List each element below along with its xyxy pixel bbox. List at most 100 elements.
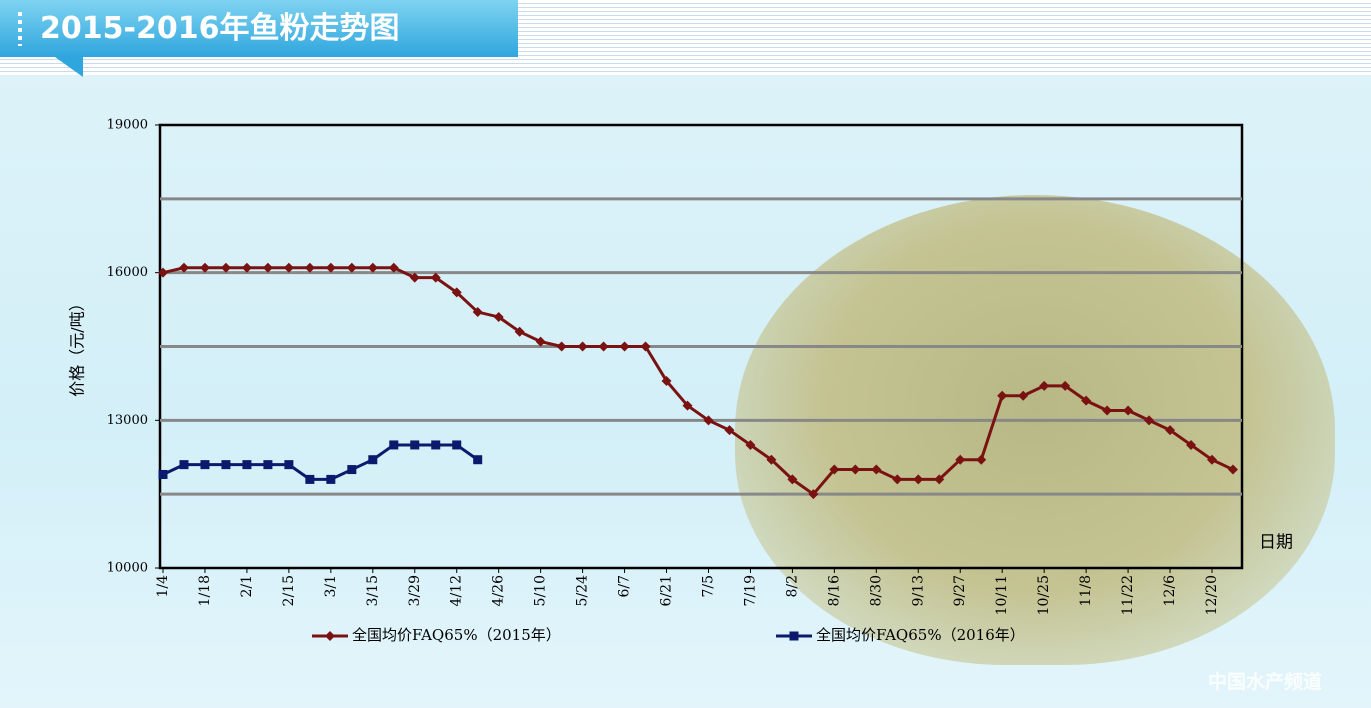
point	[220, 262, 231, 273]
point	[262, 262, 273, 273]
point	[703, 415, 714, 426]
point	[346, 262, 357, 273]
point	[724, 425, 735, 436]
point	[745, 439, 756, 450]
x-tick-label: 8/16	[826, 575, 842, 607]
point	[850, 464, 861, 475]
point	[241, 262, 252, 273]
point	[829, 464, 840, 475]
point	[179, 460, 189, 470]
point	[1060, 380, 1071, 391]
legend-marker	[789, 631, 799, 641]
point	[997, 390, 1008, 401]
point	[682, 400, 693, 411]
x-tick-label: 2/1	[239, 575, 255, 598]
legend-label: 全国均价FAQ65%（2016年）	[816, 626, 1025, 644]
series-line	[162, 443, 479, 481]
y-axis-label: 价格（元/吨）	[68, 295, 87, 396]
point	[325, 262, 336, 273]
y-tick-label: 13000	[107, 413, 148, 428]
point	[347, 465, 357, 475]
x-tick-label: 7/5	[700, 575, 716, 598]
watermark: 中国水产频道	[1208, 670, 1322, 693]
x-tick-label: 3/1	[323, 575, 339, 598]
point	[431, 440, 441, 450]
point	[598, 341, 609, 352]
x-tick-label: 4/12	[449, 575, 465, 606]
point	[955, 454, 966, 465]
x-tick-label: 8/2	[784, 575, 800, 598]
x-tick-label: 10/25	[1036, 575, 1052, 615]
point	[661, 375, 672, 386]
x-tick-label: 10/11	[994, 575, 1010, 615]
x-tick-label: 4/26	[491, 575, 507, 607]
point	[493, 311, 504, 322]
point	[368, 455, 378, 465]
point	[472, 307, 483, 318]
point	[389, 440, 399, 450]
point	[178, 262, 189, 273]
point	[388, 262, 399, 273]
title: 2015-2016年鱼粉走势图	[40, 11, 400, 46]
point	[1227, 464, 1238, 475]
series-line	[162, 266, 1234, 497]
x-tick-label: 1/18	[197, 575, 213, 606]
point	[473, 455, 483, 465]
point	[451, 287, 462, 298]
x-tick-label: 12/6	[1162, 575, 1178, 607]
point	[200, 460, 210, 470]
point	[514, 326, 525, 337]
x-tick-label: 8/30	[868, 575, 884, 606]
point	[221, 460, 231, 470]
x-tick-label: 2/15	[281, 575, 297, 606]
point	[577, 341, 588, 352]
x-tick-label: 9/13	[910, 575, 926, 606]
point	[556, 341, 567, 352]
point	[242, 460, 252, 470]
point	[787, 474, 798, 485]
point	[1186, 439, 1197, 450]
point	[326, 474, 336, 484]
point	[1039, 380, 1050, 391]
point	[430, 272, 441, 283]
point	[871, 464, 882, 475]
point	[1018, 390, 1029, 401]
point	[1102, 405, 1113, 416]
point	[808, 489, 819, 500]
point	[409, 272, 420, 283]
x-axis-label: 日期	[1259, 533, 1293, 553]
legend-label: 全国均价FAQ65%（2015年）	[352, 626, 561, 644]
x-tick-label: 9/27	[952, 575, 968, 606]
point	[1207, 454, 1217, 465]
point	[934, 474, 945, 485]
point	[1123, 405, 1134, 416]
point	[892, 474, 903, 485]
title-banner: 2015-2016年鱼粉走势图	[0, 0, 518, 57]
point	[410, 440, 420, 450]
point	[283, 262, 294, 273]
point	[640, 341, 651, 352]
point	[367, 262, 378, 273]
point	[199, 262, 210, 273]
legend-marker	[325, 631, 335, 641]
y-tick-label: 19000	[107, 118, 148, 133]
point	[1144, 415, 1155, 426]
x-tick-label: 5/10	[533, 575, 549, 606]
point	[766, 454, 777, 465]
x-tick-label: 11/8	[1078, 575, 1094, 606]
point	[535, 336, 546, 347]
y-tick-label: 10000	[107, 561, 148, 576]
x-tick-label: 11/22	[1120, 575, 1136, 615]
point	[619, 341, 630, 352]
point	[263, 460, 273, 470]
point	[976, 454, 987, 465]
point	[158, 267, 168, 278]
banner-tail	[55, 57, 83, 77]
x-tick-label: 5/24	[575, 575, 591, 607]
point	[913, 474, 924, 485]
x-tick-label: 3/15	[365, 575, 381, 606]
x-tick-label: 1/4	[155, 575, 171, 598]
point	[452, 440, 462, 450]
